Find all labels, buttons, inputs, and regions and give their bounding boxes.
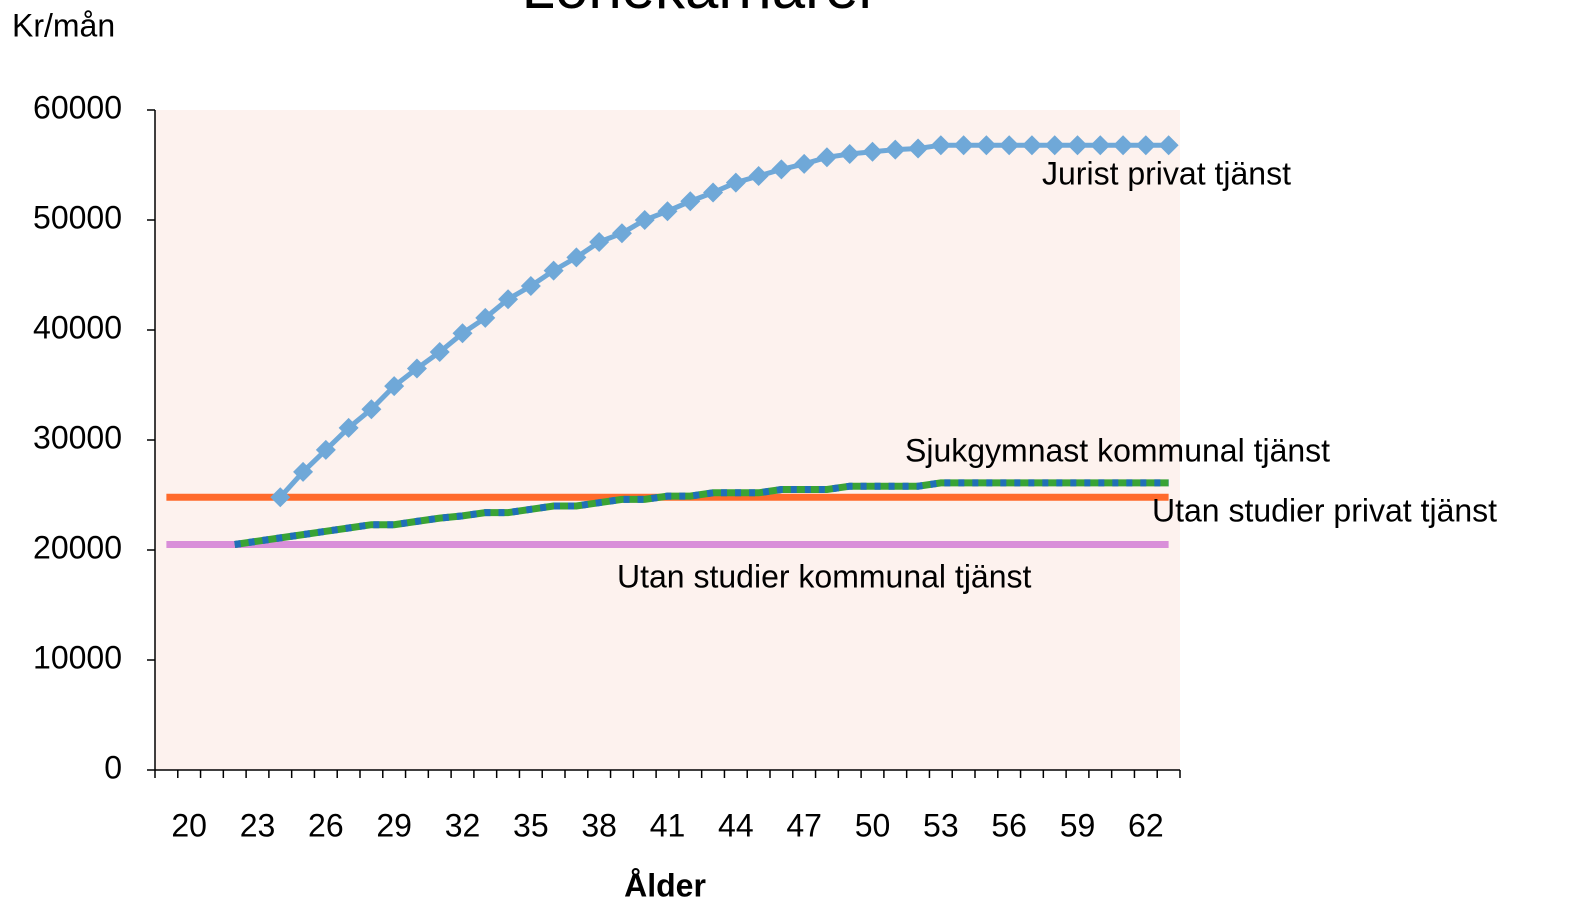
x-tick-label: 26 bbox=[308, 807, 344, 843]
marker bbox=[315, 439, 336, 460]
marker bbox=[361, 399, 382, 420]
x-tick-label: 35 bbox=[513, 807, 549, 843]
marker bbox=[452, 323, 473, 344]
marker bbox=[976, 135, 997, 156]
marker bbox=[611, 223, 632, 244]
marker bbox=[566, 247, 587, 268]
marker bbox=[270, 487, 291, 508]
y-tick-label: 20000 bbox=[33, 529, 122, 565]
y-tick-label: 30000 bbox=[33, 419, 122, 455]
x-tick-label: 50 bbox=[855, 807, 891, 843]
marker bbox=[634, 210, 655, 230]
series-line-dots bbox=[234, 479, 1169, 548]
series-line bbox=[278, 142, 1169, 499]
x-tick-label: 20 bbox=[171, 807, 207, 843]
marker bbox=[953, 135, 974, 156]
marker bbox=[1067, 135, 1088, 156]
y-tick-label: 10000 bbox=[33, 639, 122, 675]
x-axis-label: Ålder bbox=[624, 867, 706, 903]
marker bbox=[930, 135, 951, 156]
marker bbox=[406, 358, 427, 379]
x-tick-label: 59 bbox=[1060, 807, 1096, 843]
y-tick-label: 50000 bbox=[33, 199, 122, 235]
marker bbox=[475, 307, 496, 328]
marker bbox=[680, 191, 701, 212]
marker bbox=[885, 139, 906, 160]
x-tick-label: 53 bbox=[923, 807, 959, 843]
marker bbox=[1113, 135, 1134, 156]
marker bbox=[1021, 135, 1042, 156]
marker bbox=[384, 376, 405, 397]
marker bbox=[908, 138, 929, 159]
x-tick-label: 41 bbox=[650, 807, 686, 843]
marker bbox=[657, 201, 678, 222]
series-label: Sjukgymnast kommunal tjänst bbox=[905, 432, 1330, 468]
marker bbox=[999, 135, 1020, 156]
marker bbox=[725, 172, 746, 193]
chart-title: Lönekarriärer bbox=[522, 0, 879, 21]
y-tick-label: 40000 bbox=[33, 309, 122, 345]
marker bbox=[839, 144, 860, 164]
marker bbox=[429, 342, 450, 362]
marker bbox=[498, 289, 519, 310]
x-tick-label: 32 bbox=[445, 807, 481, 843]
x-tick-label: 62 bbox=[1128, 807, 1164, 843]
series-label: Utan studier privat tjänst bbox=[1152, 492, 1497, 528]
x-tick-label: 23 bbox=[240, 807, 276, 843]
marker bbox=[1135, 135, 1156, 156]
x-tick-label: 56 bbox=[991, 807, 1027, 843]
marker bbox=[771, 159, 792, 180]
y-axis-label: Kr/mån bbox=[12, 7, 115, 43]
x-tick-label: 38 bbox=[581, 807, 617, 843]
x-tick-label: 47 bbox=[786, 807, 822, 843]
marker bbox=[1044, 135, 1065, 156]
marker bbox=[293, 461, 314, 482]
marker bbox=[1090, 135, 1111, 156]
marker bbox=[338, 417, 359, 438]
series-label: Utan studier kommunal tjänst bbox=[617, 558, 1032, 594]
x-tick-label: 44 bbox=[718, 807, 754, 843]
y-tick-label: 60000 bbox=[33, 89, 122, 125]
marker bbox=[862, 141, 883, 162]
marker bbox=[794, 153, 815, 174]
marker bbox=[816, 147, 837, 168]
marker bbox=[589, 232, 610, 252]
y-tick-label: 0 bbox=[104, 749, 122, 785]
marker bbox=[1158, 135, 1179, 156]
marker bbox=[543, 260, 564, 281]
x-tick-label: 29 bbox=[376, 807, 412, 843]
series-label: Jurist privat tjänst bbox=[1042, 155, 1291, 191]
marker bbox=[520, 276, 541, 296]
marker bbox=[748, 166, 769, 186]
marker bbox=[703, 182, 724, 203]
